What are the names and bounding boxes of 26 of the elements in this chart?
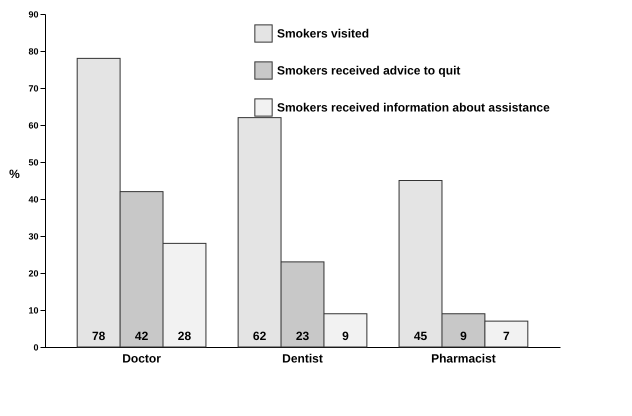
- data-label: 62: [252, 329, 267, 343]
- y-tick-label: 60: [28, 120, 38, 130]
- y-tick-label: 10: [28, 306, 38, 316]
- x-tick-label: Doctor: [122, 352, 162, 366]
- legend-label: Smokers received information about assistance: [277, 100, 550, 114]
- y-tick-label: 80: [28, 46, 38, 56]
- y-tick-label: 0: [33, 342, 38, 352]
- data-label: 23: [296, 329, 310, 343]
- y-axis-title: %: [9, 167, 20, 181]
- data-label: 7: [503, 329, 510, 343]
- y-tick-label: 90: [28, 10, 38, 20]
- y-tick-label: 50: [28, 158, 38, 168]
- y-tick-label: 40: [28, 194, 38, 204]
- x-tick-label: Pharmacist: [431, 352, 496, 366]
- y-tick-label: 20: [28, 268, 38, 278]
- data-label: 9: [460, 329, 468, 343]
- x-tick-label: Dentist: [282, 352, 323, 366]
- legend-label: Smokers visited: [277, 26, 370, 40]
- legend-label: Smokers received advice to quit: [277, 64, 460, 78]
- data-label: 9: [342, 329, 350, 343]
- data-label: 78: [92, 329, 106, 343]
- data-label: 42: [134, 329, 149, 343]
- y-tick-label: 70: [28, 84, 38, 94]
- y-tick-label: 30: [28, 232, 38, 242]
- data-label: 28: [178, 329, 192, 343]
- data-label: 45: [414, 329, 428, 343]
